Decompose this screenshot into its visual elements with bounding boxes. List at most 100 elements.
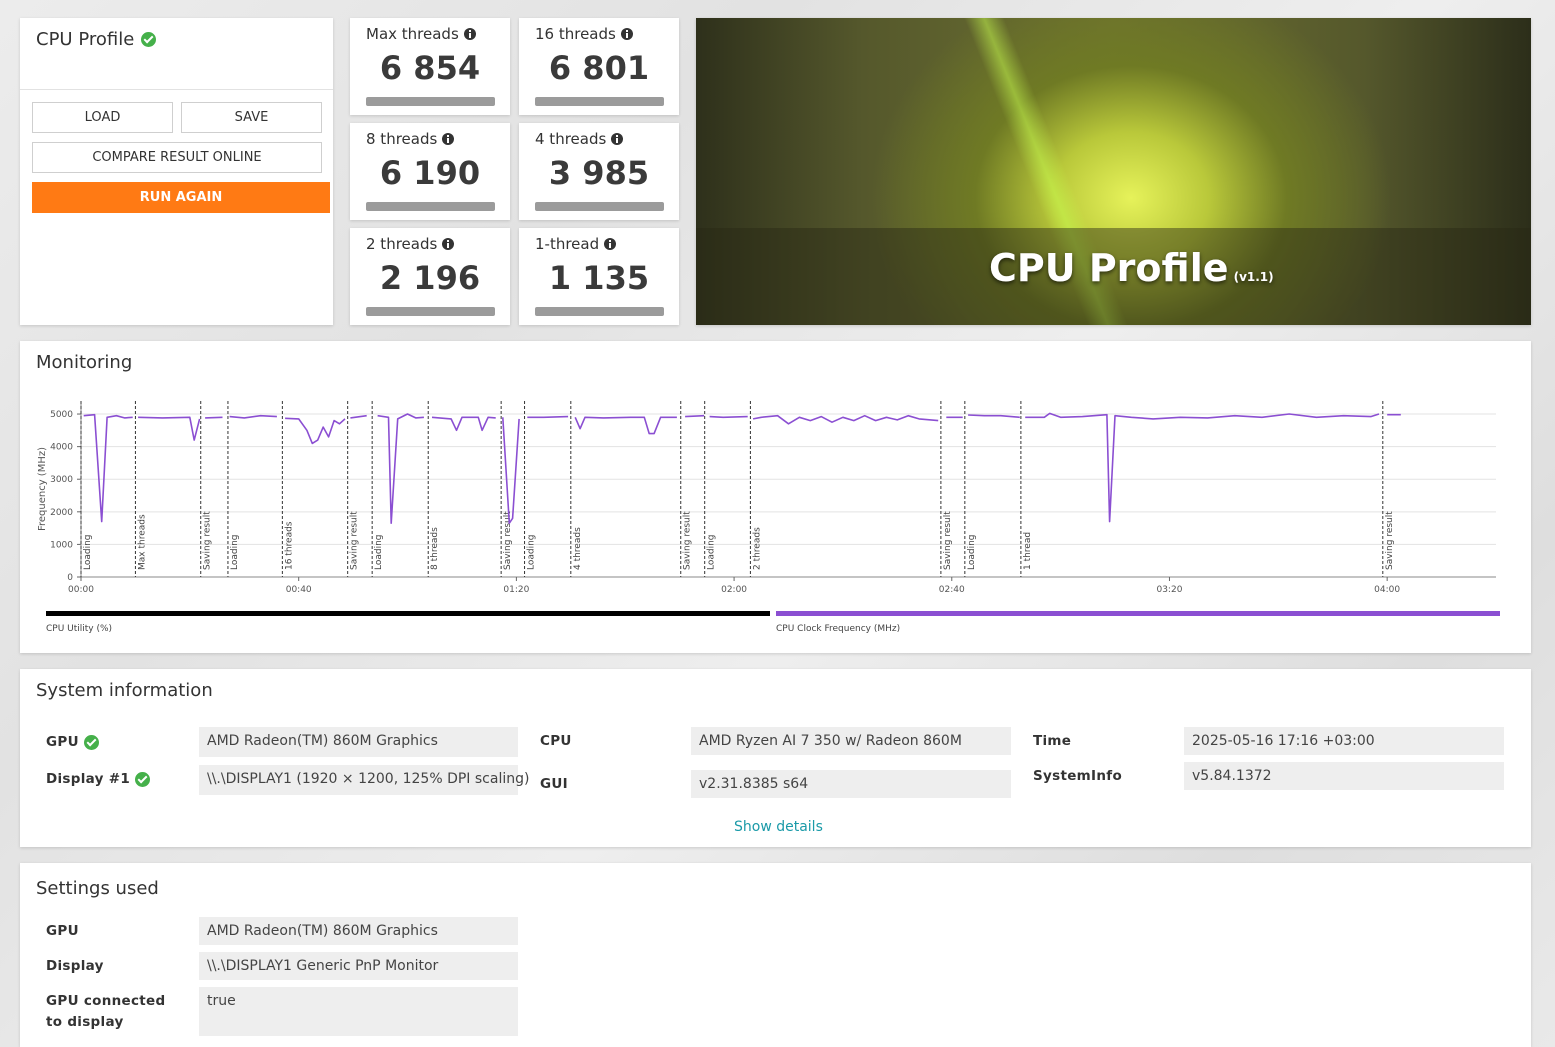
- phase-label: Saving result: [683, 511, 693, 570]
- field-label-text: Time: [1033, 733, 1072, 749]
- x-tick-label: 04:00: [1374, 585, 1400, 595]
- score-label-row: 16 threads: [535, 25, 633, 43]
- y-tick-label: 4000: [50, 443, 73, 453]
- field-value: v2.31.8385 s64: [691, 770, 1011, 798]
- score-bar: [535, 202, 664, 211]
- score-tile: Max threads 6 854: [350, 18, 510, 115]
- field-label-text: GPU: [46, 923, 79, 939]
- y-tick-label: 5000: [50, 410, 73, 420]
- hero-band: [696, 228, 1531, 325]
- monitoring-chart: 0 1000 2000 3000 4000 5000 00:00 00:40 01:20 02:0…: [37, 401, 1500, 634]
- score-value: 6 190: [379, 154, 481, 192]
- divider: [20, 89, 333, 90]
- x-tick-label: 01:20: [503, 585, 529, 595]
- field-value: 2025-05-16 17:16 +03:00: [1184, 727, 1504, 755]
- x-tick-label: 00:40: [286, 585, 312, 595]
- score-label: 16 threads: [535, 25, 616, 43]
- settings-title: Settings used: [36, 878, 159, 899]
- score-tile: 2 threads 2 196: [350, 228, 510, 325]
- profile-title-row: CPU Profile: [36, 29, 157, 50]
- y-tick-label: 2000: [50, 508, 73, 518]
- field-label: GPU: [46, 732, 99, 752]
- field-label: CPU: [540, 731, 572, 751]
- compare-button[interactable]: COMPARE RESULT ONLINE: [32, 142, 322, 173]
- field-label-text: GPU connected to display: [46, 993, 166, 1030]
- score-label: 8 threads: [366, 130, 438, 148]
- info-icon: [620, 28, 633, 40]
- field-label-text: SystemInfo: [1033, 768, 1123, 784]
- score-value: 3 985: [548, 154, 650, 192]
- field-value: AMD Radeon(TM) 860M Graphics: [199, 727, 518, 757]
- legend-swatch: [46, 611, 770, 616]
- x-tick-label: 02:40: [939, 585, 965, 595]
- field-value: \\.\DISPLAY1 (1920 × 1200, 125% DPI scal…: [199, 765, 529, 795]
- save-button[interactable]: SAVE: [181, 102, 322, 133]
- legend-swatch: [776, 611, 1500, 616]
- x-tick-label: 03:20: [1156, 585, 1182, 595]
- y-tick-label: 3000: [50, 475, 73, 485]
- phase-label: 8 threads: [430, 527, 440, 570]
- field-value: true: [199, 987, 518, 1036]
- score-bar: [366, 307, 495, 316]
- profile-panel: CPU Profile LOAD SAVE COMPARE RESULT ONL…: [20, 18, 333, 325]
- frequency-line: [83, 412, 1401, 524]
- field-label: SystemInfo: [1033, 766, 1122, 786]
- phase-label: Loading: [967, 534, 977, 570]
- profile-title: CPU Profile: [36, 29, 135, 50]
- score-label: Max threads: [366, 25, 459, 43]
- score-bar: [366, 202, 495, 211]
- score-value: 6 854: [379, 49, 481, 87]
- phase-label: Max threads: [137, 514, 147, 570]
- field-value: AMD Radeon(TM) 860M Graphics: [199, 917, 518, 945]
- field-label: Display #1: [46, 769, 151, 789]
- phase-label: 4 threads: [573, 527, 583, 570]
- load-button[interactable]: LOAD: [32, 102, 173, 133]
- legend-label: CPU Clock Frequency (MHz): [776, 624, 900, 634]
- score-label-row: 2 threads: [366, 235, 455, 253]
- info-icon: [611, 133, 624, 145]
- phase-label: Loading: [374, 534, 384, 570]
- phase-label: Loading: [527, 534, 537, 570]
- info-icon: [442, 133, 455, 145]
- field-label-text: CPU: [540, 733, 572, 749]
- info-icon: [442, 238, 455, 250]
- x-tick-label: 00:00: [68, 585, 94, 595]
- score-value: 6 801: [548, 49, 650, 87]
- y-tick-label: 0: [67, 573, 73, 583]
- field-label: Display: [46, 956, 104, 976]
- legend-label: CPU Utility (%): [46, 624, 112, 634]
- score-tile: 8 threads 6 190: [350, 123, 510, 220]
- field-label-text: GPU: [46, 734, 79, 750]
- phase-label: Saving result: [503, 511, 513, 570]
- phase-label: 16 threads: [284, 521, 294, 570]
- verified-icon: [141, 32, 157, 47]
- phase-label: Loading: [230, 534, 240, 570]
- score-label: 2 threads: [366, 235, 438, 253]
- hero-image: CPU Profile (v1.1): [696, 18, 1531, 325]
- field-label: Time: [1033, 731, 1071, 751]
- score-bar: [366, 97, 495, 106]
- field-label: GPU connected to display: [46, 991, 186, 1033]
- field-label-text: Display #1: [46, 771, 131, 787]
- show-details-link[interactable]: Show details: [734, 819, 823, 835]
- field-label: GPU: [46, 921, 79, 941]
- phase-label: 2 threads: [752, 527, 762, 570]
- x-tick-label: 02:00: [721, 585, 747, 595]
- info-icon: [604, 238, 617, 250]
- score-label: 4 threads: [535, 130, 607, 148]
- verified-icon: [135, 771, 151, 787]
- phase-label: Saving result: [1385, 511, 1395, 570]
- hero-title-row: CPU Profile (v1.1): [989, 246, 1274, 290]
- score-tile: 4 threads 3 985: [519, 123, 679, 220]
- field-value: AMD Ryzen AI 7 350 w/ Radeon 860M: [691, 727, 1011, 755]
- score-bar: [535, 307, 664, 316]
- field-value: v5.84.1372: [1184, 762, 1504, 790]
- score-tile: 16 threads 6 801: [519, 18, 679, 115]
- y-tick-label: 1000: [50, 540, 73, 550]
- score-label-row: 8 threads: [366, 130, 455, 148]
- field-label: GUI: [540, 774, 568, 794]
- run-again-button[interactable]: RUN AGAIN: [32, 182, 330, 213]
- system-info-title: System information: [36, 680, 213, 701]
- phase-label: Loading: [707, 534, 717, 570]
